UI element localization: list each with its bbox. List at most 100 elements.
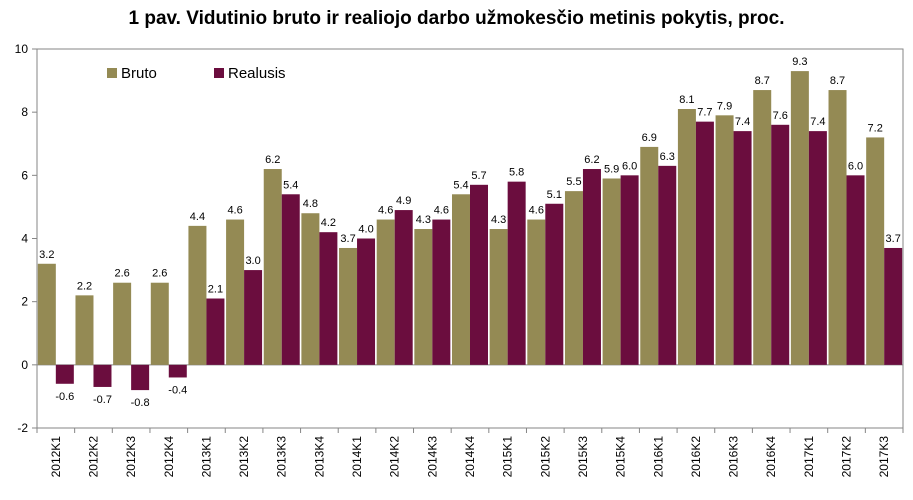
data-label-realusis: 6.0 — [622, 160, 637, 172]
data-label-bruto: 3.2 — [39, 249, 54, 261]
y-tick-label: -2 — [17, 421, 28, 435]
y-tick-label: 6 — [21, 168, 28, 182]
bar-bruto — [677, 109, 696, 365]
legend-swatch-realusis — [214, 68, 224, 78]
x-category-label: 2012K3 — [124, 436, 138, 478]
bar-bruto — [37, 263, 56, 365]
data-label-bruto: 8.1 — [679, 94, 694, 106]
bar-bruto — [489, 229, 508, 365]
bar-realusis — [206, 298, 225, 365]
data-label-realusis: 5.7 — [471, 170, 486, 182]
bar-bruto — [866, 137, 885, 365]
bar-bruto — [226, 219, 245, 365]
data-label-realusis: 6.3 — [660, 151, 675, 163]
data-label-bruto: 5.4 — [453, 179, 468, 191]
x-category-label: 2014K3 — [425, 436, 439, 478]
bar-realusis — [357, 238, 376, 365]
bar-realusis — [507, 181, 526, 365]
data-label-realusis: -0.8 — [131, 397, 150, 409]
data-label-realusis: 6.0 — [848, 160, 863, 172]
data-label-realusis: 4.2 — [321, 217, 336, 229]
x-category-label: 2013K4 — [312, 436, 326, 478]
data-label-realusis: 2.1 — [208, 284, 223, 296]
data-label-bruto: 4.6 — [378, 205, 393, 217]
bar-realusis — [168, 364, 187, 378]
data-label-bruto: 4.8 — [303, 198, 318, 210]
data-label-realusis: 5.4 — [283, 179, 298, 191]
x-category-label: 2014K1 — [350, 436, 364, 478]
data-label-realusis: 5.8 — [509, 167, 524, 179]
x-category-label: 2015K2 — [538, 436, 552, 478]
x-category-label: 2012K2 — [86, 436, 100, 478]
bar-realusis — [808, 131, 827, 365]
data-label-bruto: 7.9 — [717, 100, 732, 112]
x-category-label: 2016K4 — [764, 436, 778, 478]
x-category-label: 2016K2 — [689, 436, 703, 478]
bar-bruto — [113, 282, 132, 365]
y-tick-label: 2 — [21, 295, 28, 309]
x-category-label: 2017K1 — [802, 436, 816, 478]
data-label-bruto: 8.7 — [755, 75, 770, 87]
x-category-label: 2013K2 — [237, 436, 251, 478]
bar-bruto — [452, 194, 470, 365]
bar-realusis — [131, 364, 150, 391]
data-label-bruto: 4.4 — [190, 211, 205, 223]
bar-realusis — [846, 175, 865, 365]
data-label-bruto: 9.3 — [792, 56, 807, 68]
legend-swatch-bruto — [107, 68, 117, 78]
x-category-label: 2012K4 — [162, 436, 176, 478]
x-category-label: 2017K2 — [840, 436, 854, 478]
bar-realusis — [884, 247, 903, 365]
data-label-realusis: 7.4 — [735, 116, 750, 128]
bar-realusis — [620, 175, 639, 365]
data-label-bruto: 5.9 — [604, 163, 619, 175]
bar-bruto — [564, 191, 583, 365]
data-label-realusis: 7.4 — [810, 116, 825, 128]
x-category-label: 2014K2 — [388, 436, 402, 478]
y-tick-label: 0 — [21, 358, 28, 372]
bar-realusis — [93, 364, 112, 387]
x-category-label: 2016K3 — [727, 436, 741, 478]
data-label-bruto: 6.2 — [265, 154, 280, 166]
data-label-realusis: -0.7 — [93, 394, 112, 406]
y-tick-label: 10 — [15, 42, 29, 56]
data-label-realusis: 3.0 — [245, 255, 260, 267]
data-label-bruto: 2.2 — [77, 280, 92, 292]
data-label-bruto: 2.6 — [114, 268, 129, 280]
x-category-label: 2014K4 — [463, 436, 477, 478]
data-label-realusis: 4.6 — [434, 205, 449, 217]
data-label-bruto: 7.2 — [868, 122, 883, 134]
bar-bruto — [640, 146, 659, 365]
bar-realusis — [394, 210, 413, 365]
data-label-realusis: -0.6 — [55, 391, 74, 403]
bar-bruto — [339, 247, 358, 365]
data-label-bruto: 6.9 — [642, 132, 657, 144]
data-label-bruto: 8.7 — [830, 75, 845, 87]
x-category-label: 2012K1 — [49, 436, 63, 478]
bar-bruto — [790, 71, 809, 365]
bar-realusis — [695, 121, 714, 365]
bar-bruto — [602, 178, 621, 365]
x-category-label: 2016K1 — [651, 436, 665, 478]
data-label-realusis: 4.0 — [358, 224, 373, 236]
bar-realusis — [582, 169, 601, 365]
legend-label-realusis: Realusis — [228, 65, 286, 82]
bar-realusis — [545, 203, 564, 365]
bar-realusis — [733, 131, 752, 365]
x-category-label: 2017K3 — [877, 436, 891, 478]
bar-realusis — [244, 270, 263, 365]
data-label-bruto: 2.6 — [152, 268, 167, 280]
data-label-realusis: 3.7 — [886, 233, 901, 245]
bar-realusis — [55, 364, 74, 384]
bar-realusis — [771, 124, 790, 365]
bar-realusis — [281, 194, 300, 365]
bar-bruto — [527, 219, 546, 365]
x-category-label: 2013K3 — [275, 436, 289, 478]
data-label-bruto: 4.6 — [227, 205, 242, 217]
data-label-bruto: 5.5 — [566, 176, 581, 188]
x-category-label: 2015K4 — [614, 436, 628, 478]
bar-bruto — [715, 115, 734, 365]
data-label-bruto: 4.3 — [416, 214, 431, 226]
bar-bruto — [414, 229, 433, 365]
